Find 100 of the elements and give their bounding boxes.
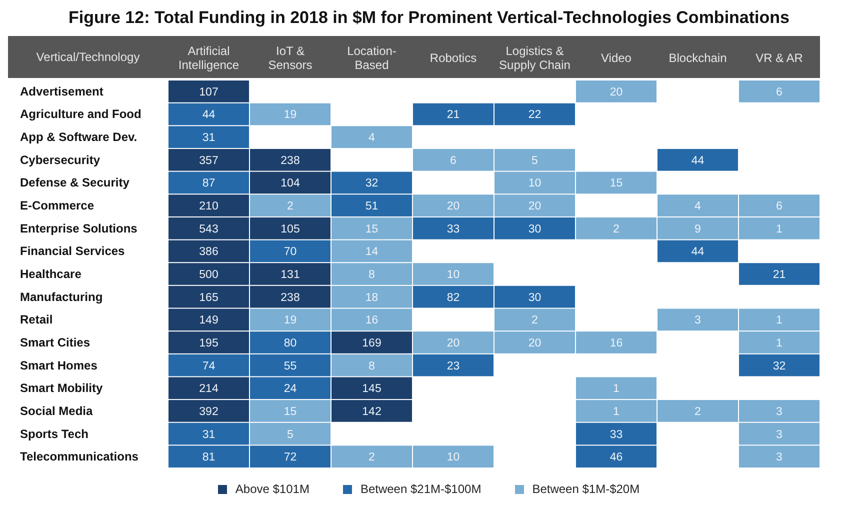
data-label: 81	[202, 452, 216, 464]
data-label: 5	[287, 428, 294, 441]
data-label: 20	[446, 200, 460, 213]
x-tick-label: IoT & Sensors	[268, 44, 312, 72]
data-label: 169	[362, 337, 382, 350]
data-label: 165	[199, 292, 218, 304]
data-label: 1	[613, 383, 620, 396]
data-label: 1	[776, 223, 782, 236]
data-label: 30	[528, 292, 542, 304]
data-label: 15	[284, 406, 297, 418]
legend-label: Between $21M-$100M	[360, 482, 482, 496]
data-label: 10	[446, 269, 460, 281]
y-tick-label: Advertisement	[20, 84, 104, 98]
data-label: 33	[610, 428, 623, 441]
data-label: 131	[280, 269, 300, 281]
y-tick-label: Healthcare	[20, 267, 82, 281]
data-label: 55	[284, 360, 297, 372]
data-label: 44	[691, 154, 705, 167]
data-label: 2	[613, 223, 620, 236]
x-tick-label: Blockchain	[668, 51, 727, 65]
data-label: 46	[610, 452, 623, 464]
data-label: 3	[776, 428, 782, 441]
data-label: 33	[446, 223, 460, 236]
data-label: 9	[694, 223, 701, 236]
x-tick-label: Robotics	[430, 51, 477, 65]
data-label: 31	[202, 132, 216, 144]
x-tick-label: Video	[601, 51, 632, 65]
y-tick-label: Smart Mobility	[20, 381, 103, 396]
data-label: 6	[776, 86, 782, 98]
data-label: 80	[284, 337, 297, 350]
data-label: 20	[610, 86, 623, 98]
data-label: 8	[368, 360, 375, 372]
data-label: 543	[199, 223, 218, 236]
data-label: 32	[772, 360, 786, 372]
data-label: 357	[199, 154, 218, 167]
data-label: 2	[694, 406, 701, 418]
data-label: 1	[776, 314, 782, 327]
legend-label: Above $101M	[235, 482, 310, 496]
data-label: 3	[776, 452, 782, 464]
y-tick-label: App & Software Dev.	[20, 130, 138, 144]
y-tick-label: Defense & Security	[20, 176, 130, 190]
legend-label: Between $1M-$20M	[532, 482, 640, 496]
data-label: 44	[691, 246, 705, 258]
data-label: 16	[610, 337, 623, 350]
data-label: 82	[446, 292, 460, 304]
y-tick-label: Social Media	[20, 404, 94, 418]
data-label: 87	[202, 178, 216, 190]
data-label: 20	[528, 337, 542, 350]
data-label: 51	[365, 200, 378, 213]
data-label: 3	[694, 314, 701, 327]
data-label: 3	[776, 406, 782, 418]
data-label: 23	[446, 360, 460, 372]
x-tick-label: VR & AR	[756, 51, 804, 65]
data-label: 214	[199, 383, 219, 396]
data-label: 4	[368, 132, 376, 144]
data-label: 70	[284, 246, 297, 258]
data-label: 20	[528, 200, 542, 213]
data-label: 105	[280, 223, 300, 236]
data-label: 145	[362, 383, 382, 396]
data-label: 19	[284, 314, 297, 327]
data-label: 1	[613, 406, 620, 418]
y-tick-label: Agriculture and Food	[20, 107, 142, 122]
y-tick-label: Sports Tech	[20, 426, 88, 441]
data-label: 22	[528, 109, 542, 122]
data-label: 74	[202, 360, 216, 372]
data-label: 195	[199, 337, 218, 350]
legend: Above $101M Between $21M-$100M Between $1M-$20M	[8, 482, 850, 496]
data-label: 21	[772, 269, 786, 281]
data-label: 5	[532, 154, 538, 167]
data-label: 15	[610, 178, 623, 190]
data-label: 107	[199, 86, 218, 98]
y-tick-label: Retail	[20, 312, 53, 327]
data-label: 1	[776, 337, 782, 350]
data-label: 16	[365, 314, 378, 327]
y-tick-label: Smart Homes	[20, 358, 98, 372]
y-tick-label: E-Commerce	[20, 198, 94, 213]
chart-title: Figure 12: Total Funding in 2018 in $M for Prominent Vertical-Technologies Combinations	[67, 8, 790, 28]
data-label: 24	[284, 383, 298, 396]
data-label: 72	[284, 452, 297, 464]
data-label: 149	[199, 314, 218, 327]
data-label: 6	[450, 154, 456, 167]
y-tick-label: Cybersecurity	[20, 152, 100, 167]
data-label: 6	[776, 200, 782, 213]
data-label: 32	[365, 178, 378, 190]
data-label: 21	[446, 109, 460, 122]
data-label: 18	[365, 292, 378, 304]
y-tick-label: Telecommunications	[20, 450, 139, 464]
data-label: 210	[199, 200, 218, 213]
data-label: 104	[280, 178, 300, 190]
data-label: 386	[199, 246, 218, 258]
x-tick-label: Location-Based	[347, 44, 396, 72]
y-tick-label: Manufacturing	[20, 290, 103, 304]
data-label: 10	[528, 178, 542, 190]
data-label: 31	[202, 428, 216, 441]
data-label: 2	[532, 314, 538, 327]
data-label: 4	[694, 200, 702, 213]
x-tick-label: Logistics & Supply Chain	[499, 44, 570, 72]
data-label: 2	[368, 452, 375, 464]
x-tick-label: Artificial Intelligence	[178, 44, 240, 72]
data-label: 392	[199, 406, 218, 418]
